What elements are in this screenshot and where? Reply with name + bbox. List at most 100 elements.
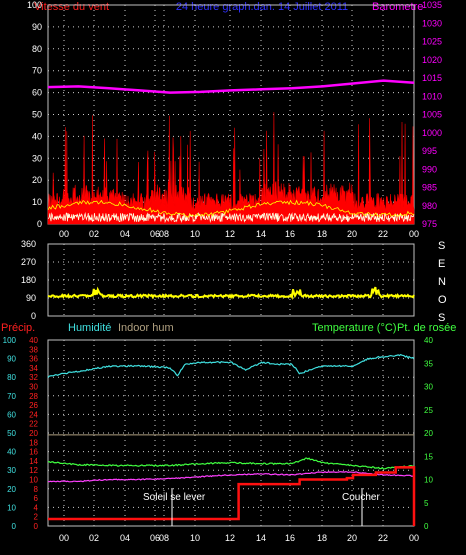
- compass-letter-west: O: [438, 294, 447, 306]
- top-xtick-11: 22: [378, 229, 388, 239]
- barometer-title: Barometre: [372, 1, 423, 13]
- rain-total-line: [48, 466, 416, 526]
- bot-xtick-10: 20: [347, 533, 357, 543]
- bot-xtick-9: 18: [317, 533, 327, 543]
- top-ytick-left-9: 90: [32, 22, 42, 32]
- wind-pressure-chart: 0102030405060708090100975980985990995100…: [27, 0, 442, 239]
- bot-xtick-6: 12: [225, 533, 235, 543]
- bot-xtick-2: 04: [120, 533, 130, 543]
- bot-xtick-0: 00: [59, 533, 69, 543]
- top-xtick-4: 08: [159, 229, 169, 239]
- bot-ytick-rain-2: 4: [34, 503, 39, 512]
- dewpoint-label: Pt. de rosée: [397, 322, 456, 334]
- bot-ytick-temp-2: 10: [424, 476, 433, 485]
- bot-xtick-3: 06: [150, 533, 160, 543]
- wind-direction-line: [47, 286, 415, 301]
- bot-ytick-humidity-8: 80: [7, 373, 16, 382]
- bot-ytick-rain-6: 12: [29, 466, 38, 475]
- top-ytick-right-9: 1020: [422, 55, 442, 65]
- humidity-line: [47, 353, 415, 378]
- bot-xtick-11: 22: [378, 533, 388, 543]
- bot-ytick-rain-5: 10: [29, 476, 38, 485]
- wind-speed-title: Vitesse du vent: [34, 1, 109, 13]
- bot-xtick-1: 02: [89, 533, 99, 543]
- top-ytick-left-6: 60: [32, 88, 42, 98]
- bot-ytick-rain-13: 26: [29, 401, 38, 410]
- top-ytick-right-4: 995: [422, 146, 437, 156]
- bot-ytick-temp-0: 0: [424, 522, 429, 531]
- top-ytick-right-0: 975: [422, 219, 437, 229]
- top-ytick-left-5: 50: [32, 110, 42, 120]
- bot-xtick-5: 10: [190, 533, 200, 543]
- indoor-humidity-label: Indoor hum: [118, 322, 174, 334]
- top-xtick-7: 14: [256, 229, 266, 239]
- bot-frame: [47, 339, 415, 527]
- top-xtick-0: 00: [59, 229, 69, 239]
- compass-letter-north: N: [438, 276, 446, 288]
- top-ytick-right-6: 1005: [422, 110, 442, 120]
- top-ytick-right-2: 985: [422, 183, 437, 193]
- humidity-label: Humidité: [68, 322, 111, 334]
- bot-ytick-humidity-7: 70: [7, 392, 16, 401]
- compass-letter-east: E: [438, 258, 445, 270]
- pressure-line: [47, 79, 415, 94]
- temperature-label: Temperature (°C): [312, 322, 396, 334]
- top-ytick-right-3: 990: [422, 164, 437, 174]
- bot-ytick-humidity-10: 100: [3, 336, 17, 345]
- bot-ytick-humidity-0: 0: [12, 522, 17, 531]
- bot-ytick-rain-1: 2: [34, 513, 39, 522]
- bot-ytick-rain-10: 20: [29, 429, 38, 438]
- top-xtick-5: 10: [190, 229, 200, 239]
- bot-ytick-rain-8: 16: [29, 448, 38, 457]
- top-xtick-6: 12: [225, 229, 235, 239]
- top-ytick-left-7: 70: [32, 66, 42, 76]
- bot-ytick-rain-18: 36: [29, 355, 38, 364]
- bot-ytick-temp-1: 5: [424, 499, 429, 508]
- bot-ytick-rain-3: 6: [34, 494, 39, 503]
- top-ytick-left-2: 20: [32, 175, 42, 185]
- bot-ytick-humidity-4: 40: [7, 448, 16, 457]
- bot-ytick-rain-11: 22: [29, 420, 38, 429]
- bot-xtick-7: 14: [256, 533, 266, 543]
- bot-ytick-rain-4: 8: [34, 485, 39, 494]
- bot-ytick-rain-17: 34: [29, 364, 38, 373]
- top-ytick-right-5: 1000: [422, 128, 442, 138]
- bot-ytick-rain-20: 40: [29, 336, 38, 345]
- top-ytick-right-7: 1010: [422, 91, 442, 101]
- top-ytick-left-4: 40: [32, 131, 42, 141]
- bot-ytick-temp-3: 15: [424, 452, 433, 461]
- wind-low-line: [48, 211, 415, 224]
- bot-ytick-temp-8: 40: [424, 336, 433, 345]
- dewpoint-line: [48, 471, 415, 483]
- top-xtick-1: 02: [89, 229, 99, 239]
- top-ytick-right-11: 1030: [422, 18, 442, 28]
- top-xtick-2: 04: [120, 229, 130, 239]
- rain-label: Précip.: [1, 322, 35, 334]
- bot-ytick-humidity-6: 60: [7, 410, 16, 419]
- top-ytick-left-1: 10: [32, 197, 42, 207]
- bot-ytick-humidity-2: 20: [7, 485, 16, 494]
- top-ytick-left-8: 80: [32, 44, 42, 54]
- top-ytick-right-1: 980: [422, 201, 437, 211]
- top-ytick-left-0: 0: [37, 219, 42, 229]
- temperature-line: [47, 457, 415, 470]
- bot-ytick-rain-0: 0: [34, 522, 39, 531]
- top-xtick-10: 20: [347, 229, 357, 239]
- bot-ytick-temp-6: 30: [424, 383, 433, 392]
- bot-ytick-humidity-5: 50: [7, 429, 16, 438]
- bot-ytick-temp-4: 20: [424, 429, 433, 438]
- bot-ytick-rain-14: 28: [29, 392, 38, 401]
- compass-letter-south-bottom: S: [438, 312, 445, 324]
- bot-xtick-8: 16: [285, 533, 295, 543]
- mid-ytick-4: 360: [21, 239, 36, 249]
- humidity-temp-rain-chart: 0102030405060708090100024681012141618202…: [3, 336, 434, 543]
- bot-ytick-rain-12: 24: [29, 410, 38, 419]
- top-ytick-right-12: 1035: [422, 0, 442, 10]
- sunrise-annotation: Soleil se lever: [143, 492, 206, 503]
- wind-direction-chart: 0 90 180 270 360: [21, 239, 415, 321]
- compass-letter-south-top: S: [438, 240, 445, 252]
- top-xtick-3: 06: [150, 229, 160, 239]
- graph-title: 24 heure graph.dan. 14 Juillet 2011: [176, 1, 348, 13]
- mid-frame: [47, 243, 415, 317]
